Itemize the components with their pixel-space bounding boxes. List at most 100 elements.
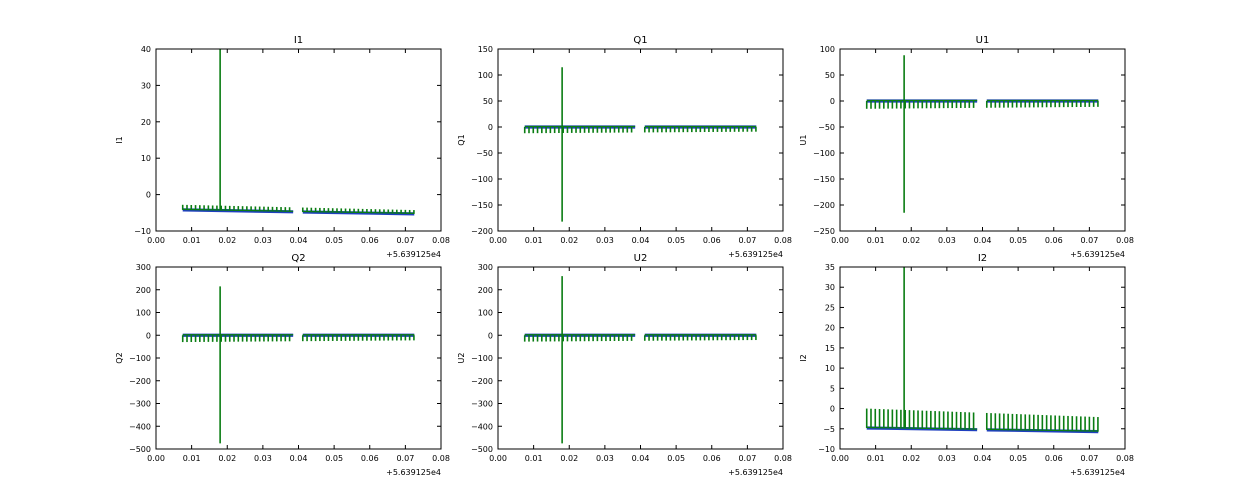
x-tick-label: 0.01	[183, 454, 201, 463]
y-tick-label: −500	[471, 445, 493, 454]
y-axis-label: U1	[799, 135, 808, 146]
y-tick-label: 50	[825, 71, 835, 80]
x-tick-label: 0.02	[902, 236, 920, 245]
chart-title: I2	[978, 253, 987, 264]
y-tick-label: 200	[478, 286, 493, 295]
axes-frame	[155, 48, 442, 232]
x-tick-label: 0.07	[738, 454, 756, 463]
y-tick-label: −100	[471, 175, 493, 184]
chart-title: U2	[634, 253, 648, 264]
x-tick-label: 0.05	[667, 236, 685, 245]
x-tick-label: 0.07	[1080, 236, 1098, 245]
y-tick-label: 0	[488, 331, 493, 340]
chart-panel-Q1: 0.00 0.01 0.02 0.03 0.04 0.05 0.06 0.07 0.08 150 1…	[457, 35, 792, 259]
y-tick-label: −100	[471, 354, 493, 363]
y-tick-label: 50	[483, 97, 493, 106]
y-tick-label: 0	[488, 123, 493, 132]
x-tick-label: 0.03	[254, 454, 272, 463]
y-tick-label: 0	[830, 405, 835, 414]
x-tick-label: 0.06	[703, 454, 721, 463]
x-tick-label: 0.03	[596, 236, 614, 245]
x-tick-label: 0.05	[1009, 454, 1027, 463]
x-tick-label: 0.02	[902, 454, 920, 463]
x-tick-label: 0.04	[290, 236, 308, 245]
y-tick-label: 20	[141, 118, 151, 127]
y-axis-label: I2	[799, 354, 808, 361]
x-tick-label: 0.07	[1080, 454, 1098, 463]
y-tick-label: −5	[823, 425, 835, 434]
y-tick-label: −150	[813, 175, 835, 184]
x-tick-label: 0.08	[432, 454, 450, 463]
chart-title: U1	[976, 35, 990, 46]
axes-frame	[497, 266, 784, 450]
y-tick-label: 100	[478, 71, 493, 80]
x-tick-label: 0.00	[147, 454, 165, 463]
y-axis-label: I1	[115, 136, 124, 143]
y-tick-label: 0	[830, 97, 835, 106]
x-tick-label: 0.05	[325, 454, 343, 463]
x-offset-label: +5.639125e4	[386, 468, 441, 477]
x-tick-label: 0.08	[1116, 454, 1134, 463]
chart-panel-I1: 0.00 0.01 0.02 0.03 0.04 0.05 0.06 0.07 0.08 40 30…	[115, 35, 450, 259]
x-tick-label: 0.03	[938, 454, 956, 463]
chart-panel-I2: 0.00 0.01 0.02 0.03 0.04 0.05 0.06 0.07 0.08 35 30…	[799, 253, 1134, 477]
x-tick-label: 0.06	[1045, 454, 1063, 463]
x-tick-label: 0.06	[361, 236, 379, 245]
y-tick-label: −100	[129, 354, 151, 363]
x-tick-label: 0.00	[147, 236, 165, 245]
x-tick-label: 0.02	[218, 454, 236, 463]
chart-panel-U2: 0.00 0.01 0.02 0.03 0.04 0.05 0.06 0.07 0.08 300 2…	[457, 253, 792, 477]
chart-title: I1	[294, 35, 303, 46]
x-tick-label: 0.06	[361, 454, 379, 463]
y-tick-label: 150	[478, 45, 493, 54]
y-axis-label: U2	[457, 353, 466, 364]
x-tick-label: 0.04	[290, 454, 308, 463]
y-tick-label: 100	[820, 45, 835, 54]
chart-panel-Q2: 0.00 0.01 0.02 0.03 0.04 0.05 0.06 0.07 0.08 300 2…	[115, 253, 450, 477]
x-offset-label: +5.639125e4	[728, 468, 783, 477]
chart-title: Q2	[291, 253, 305, 264]
x-tick-label: 0.00	[489, 236, 507, 245]
y-tick-label: 30	[141, 81, 151, 90]
y-tick-label: 5	[830, 384, 835, 393]
y-tick-label: −300	[471, 400, 493, 409]
x-tick-label: 0.08	[432, 236, 450, 245]
y-tick-label: −10	[818, 445, 835, 454]
x-offset-label: +5.639125e4	[1070, 468, 1125, 477]
y-tick-label: 40	[141, 45, 151, 54]
y-tick-label: 300	[136, 263, 151, 272]
plot-area	[865, 267, 1099, 434]
y-tick-label: −10	[134, 227, 151, 236]
plot-area	[181, 49, 415, 216]
y-tick-label: −500	[129, 445, 151, 454]
chart-panel-U1: 0.00 0.01 0.02 0.03 0.04 0.05 0.06 0.07 0.08 100 5…	[799, 35, 1134, 259]
y-tick-label: −400	[129, 422, 151, 431]
plot-area	[181, 286, 415, 444]
x-tick-label: 0.01	[183, 236, 201, 245]
axes-frame	[839, 48, 1126, 232]
x-tick-label: 0.07	[396, 236, 414, 245]
chart-title: Q1	[633, 35, 647, 46]
x-tick-label: 0.05	[1009, 236, 1027, 245]
x-tick-label: 0.05	[667, 454, 685, 463]
axes-frame	[839, 266, 1126, 450]
y-tick-label: 100	[136, 309, 151, 318]
y-tick-label: 25	[825, 303, 835, 312]
y-tick-label: 200	[136, 286, 151, 295]
x-tick-label: 0.03	[254, 236, 272, 245]
y-tick-label: −200	[813, 201, 835, 210]
x-tick-label: 0.04	[632, 454, 650, 463]
y-tick-label: 100	[478, 309, 493, 318]
y-tick-label: −300	[129, 400, 151, 409]
y-tick-label: 0	[146, 191, 151, 200]
x-offset-label: +5.639125e4	[386, 250, 441, 259]
x-tick-label: 0.05	[325, 236, 343, 245]
y-tick-label: 10	[141, 154, 151, 163]
y-tick-label: 30	[825, 283, 835, 292]
y-tick-label: −100	[813, 149, 835, 158]
y-tick-label: −50	[818, 123, 835, 132]
x-tick-label: 0.08	[774, 236, 792, 245]
x-tick-label: 0.07	[738, 236, 756, 245]
x-tick-label: 0.01	[867, 236, 885, 245]
